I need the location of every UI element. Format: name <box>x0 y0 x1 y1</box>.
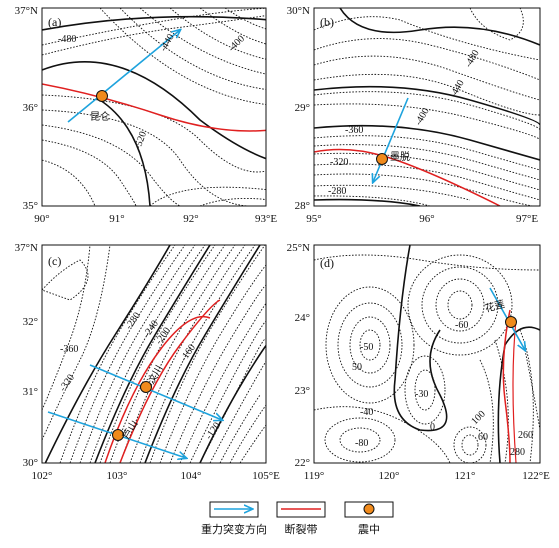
panel-b-contours <box>314 8 540 206</box>
panel-c-xtick: 105°E <box>252 470 280 482</box>
panel-d-label: (d) <box>320 256 334 270</box>
panel-c-epicenter-2 <box>112 429 124 441</box>
panel-d-ytick: 24° <box>295 312 310 324</box>
panel-a-ytick: 36° <box>23 102 38 114</box>
panel-c-fault-1 <box>104 316 211 463</box>
panel-a-frame <box>41 7 267 207</box>
panel-c-contour-label: -280 <box>123 310 143 331</box>
panel-d-contour-label: -50 <box>360 342 373 353</box>
panel-d-epicenter <box>505 316 517 328</box>
panel-a-xtick: 91° <box>109 213 124 225</box>
panel-d-contours <box>314 254 540 463</box>
panel-d-contour-label: 0 <box>430 422 435 433</box>
panel-d-contour-label: 280 <box>510 447 525 458</box>
panel-d-contour-label: 260 <box>518 430 533 441</box>
panel-b-contour-label: -480 <box>463 48 482 69</box>
panel-d-contour-label: -80 <box>355 438 368 449</box>
panel-d-contour-label: -40 <box>360 407 373 418</box>
panel-a-ytick: 35° <box>23 200 38 212</box>
panel-a-contours <box>42 8 266 206</box>
panel-b-fault <box>314 148 501 206</box>
panel-c-contour-label: -320 <box>57 372 77 393</box>
panel-b-contour-label: -280 <box>328 186 346 197</box>
panel-c-epicenter-1 <box>140 381 152 393</box>
panel-c-ytick: 31° <box>23 386 38 398</box>
panel-c-contour-label: -360 <box>60 344 78 355</box>
panel-a-xtick: 90° <box>34 213 49 225</box>
panel-b-xtick: 96° <box>419 213 434 225</box>
panel-d-xtick: 122°E <box>522 470 550 482</box>
panel-b-place-label: 墨脱 <box>390 150 410 163</box>
panel-b-solid <box>314 8 540 206</box>
panel-b-ytick: 29° <box>295 102 310 114</box>
legend-arrow-label: 重力突变方向 <box>201 522 267 536</box>
panel-c-xtick: 103° <box>107 470 128 482</box>
panel-d-fault <box>502 309 511 463</box>
legend-fault-label: 断裂带 <box>285 522 318 536</box>
panel-b-xtick: 97°E <box>516 213 538 225</box>
panel-d-xtick: 120° <box>379 470 400 482</box>
panel-b-contour-label: -400 <box>413 106 432 127</box>
panel-a-epicenter <box>96 90 108 102</box>
panel-b-ytick: 30°N <box>287 5 310 17</box>
panel-a-xtick: 92° <box>183 213 198 225</box>
panel-c-place-label: 汶川 <box>144 363 165 387</box>
panel-a-arrow <box>67 30 180 123</box>
panel-a-contour-label: -480 <box>58 34 76 45</box>
panel-b-label: (b) <box>320 15 334 29</box>
panel-b-contour-label: -320 <box>330 157 348 168</box>
legend-epicenter-icon <box>363 503 375 515</box>
panel-d-place-label: 花莲 <box>483 297 506 315</box>
panel-c-label: (c) <box>48 254 61 268</box>
panel-c-arrow-1 <box>89 364 222 420</box>
panel-c-frame <box>41 244 267 464</box>
panel-a-fault <box>42 83 266 132</box>
panel-c: -360 -320 -280 -240 -200 -160 -120 汶川 芦山… <box>15 242 280 482</box>
panel-c-ytick: 32° <box>23 316 38 328</box>
panel-a-xtick: 93°E <box>255 213 277 225</box>
panel-b-contour-label: -440 <box>448 78 467 99</box>
panel-d-ytick: 23° <box>295 385 310 397</box>
legend-epicenter-label: 震中 <box>358 523 380 536</box>
panel-b-contour-label: -360 <box>345 125 363 136</box>
panel-d-contour-label: -30 <box>415 389 428 400</box>
panel-d-ytick: 22° <box>295 457 310 469</box>
panel-b-xtick: 95° <box>306 213 321 225</box>
panel-d-xtick: 121° <box>455 470 476 482</box>
panel-a-place-label: 昆仑 <box>90 110 110 123</box>
panel-c-xtick: 102° <box>32 470 53 482</box>
panel-d-contour-label: -60 <box>455 320 468 331</box>
panel-d-xtick: 119° <box>304 470 325 482</box>
panel-d-contour-label: 100 <box>469 409 487 427</box>
panel-a: -480 -440 -400 -520 昆仑 (a) 90° 91° 92° 9… <box>15 5 278 225</box>
panel-d-frame <box>313 244 541 464</box>
panel-d-contour-label: 50 <box>352 362 362 373</box>
panel-c-fault-2 <box>119 299 221 463</box>
panel-c-ytick: 37°N <box>15 242 38 254</box>
legend: 重力突变方向 断裂带 震中 <box>201 501 394 536</box>
panel-a-label: (a) <box>48 15 61 29</box>
panel-a-solid <box>42 15 266 206</box>
panel-c-solid <box>44 245 266 463</box>
panel-a-ytick: 37°N <box>15 5 38 17</box>
panel-c-xtick: 104° <box>181 470 202 482</box>
panel-b: -480 -440 -400 -360 -320 -280 墨脱 (b) 95°… <box>287 5 541 225</box>
panel-d-contour-label: 60 <box>478 432 488 443</box>
panel-b-ytick: 28° <box>295 200 310 212</box>
panel-b-arrow <box>373 97 409 182</box>
panel-d-ytick: 25°N <box>287 242 310 254</box>
panel-c-contours <box>42 245 266 463</box>
panel-b-epicenter <box>376 153 388 165</box>
panel-b-frame <box>313 7 541 207</box>
panel-c-ytick: 30° <box>23 457 38 469</box>
panel-a-contour-label: -520 <box>132 130 149 151</box>
panel-d: -60 -50 50 -40 -30 -80 0 100 60 260 280 … <box>287 242 550 482</box>
panel-a-contour-label: -400 <box>226 33 247 54</box>
panel-d-fault-2 <box>512 319 517 463</box>
